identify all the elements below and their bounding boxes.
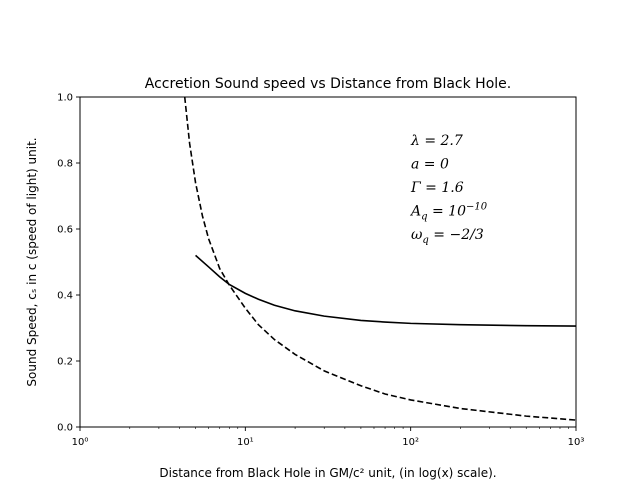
x-tick-label: 10¹ (237, 437, 254, 448)
y-tick-label: 0.4 (57, 291, 73, 302)
parameter-annotation: Γ = 1.6 (410, 180, 464, 196)
y-tick-label: 0.6 (57, 225, 73, 236)
y-tick-label: 1.0 (57, 93, 73, 104)
x-tick-label: 10⁰ (72, 437, 89, 448)
series-dashed-line (183, 97, 576, 421)
series-layer (183, 97, 576, 421)
chart-title: Accretion Sound speed vs Distance from B… (145, 76, 511, 92)
parameter-annotation: Aq = 10−10 (409, 202, 488, 223)
parameter-annotation: λ = 2.7 (410, 133, 463, 149)
parameter-annotation: ωq = −2/3 (411, 227, 484, 246)
x-axis-label: Distance from Black Hole in GM/c² unit, … (159, 466, 496, 480)
series-solid-line (195, 254, 576, 327)
parameter-annotations: λ = 2.7 a = 0 Γ = 1.6 Aq = 10−10 ωq = −2/3 (409, 133, 488, 246)
plot-frame (79, 96, 577, 428)
y-tick-label: 0.8 (57, 159, 73, 170)
y-tick-label: 0.2 (57, 357, 73, 368)
x-tick-label: 10² (402, 437, 419, 448)
y-tick-label: 0.0 (57, 423, 73, 434)
y-axis-label: Sound Speed, cₛ in c (speed of light) un… (25, 137, 39, 386)
x-tick-label: 10³ (568, 437, 585, 448)
parameter-annotation: a = 0 (411, 157, 449, 173)
y-axis-ticks: 0.0 0.2 0.4 0.6 0.8 1.0 (57, 93, 80, 434)
